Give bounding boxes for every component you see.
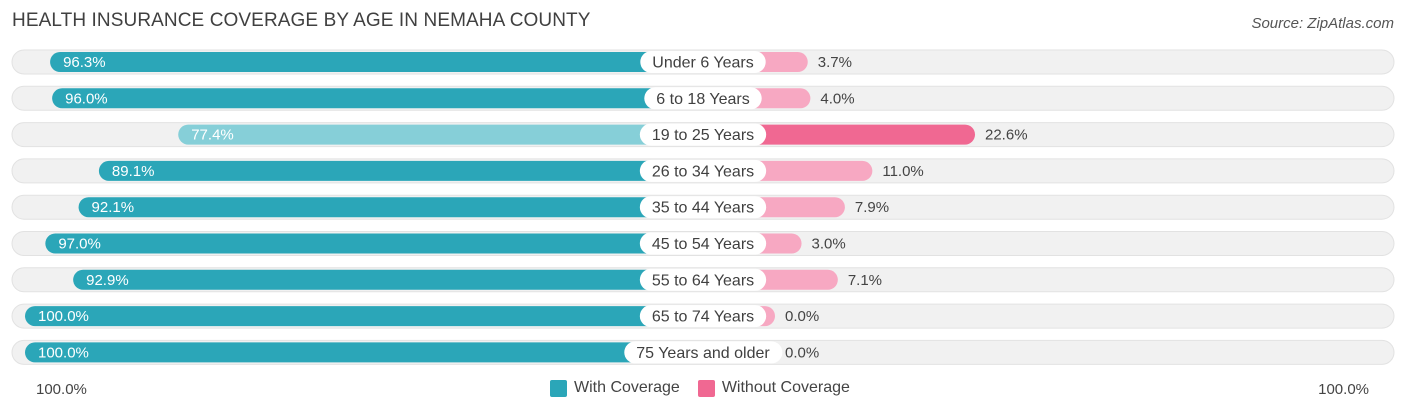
legend-item-without-coverage[interactable]: Without Coverage <box>697 379 850 397</box>
value-label-with-coverage: 96.0% <box>65 90 108 107</box>
category-label: 26 to 34 Years <box>652 163 754 180</box>
value-label-without-coverage: 0.0% <box>785 308 819 325</box>
category-pill <box>639 123 767 146</box>
category-pill <box>624 341 783 364</box>
bar-row: 89.1% 11.0% 26 to 34 Years <box>11 158 1395 184</box>
legend-swatch-with-coverage <box>550 379 567 397</box>
axis-right-label: 100.0% <box>1318 381 1369 398</box>
bar-row: 92.1% 7.9% 35 to 44 Years <box>11 194 1395 220</box>
category-pill <box>639 196 767 219</box>
value-label-with-coverage: 97.0% <box>58 236 101 253</box>
legend: With Coverage Without Coverage <box>550 379 860 397</box>
bar-row: 96.3% 3.7% Under 6 Years <box>11 49 1395 75</box>
bar-with-coverage[interactable] <box>78 197 703 218</box>
legend-label-without-coverage: Without Coverage <box>721 379 850 396</box>
value-label-without-coverage: 3.0% <box>812 236 846 253</box>
value-label-without-coverage: 7.1% <box>848 272 882 289</box>
value-label-with-coverage: 100.0% <box>38 308 89 325</box>
value-label-with-coverage: 92.1% <box>92 199 135 216</box>
bar-with-coverage[interactable] <box>25 306 703 327</box>
legend-item-with-coverage[interactable]: With Coverage <box>550 379 680 397</box>
category-pill <box>639 268 767 291</box>
bar-row: 77.4% 22.6% 19 to 25 Years <box>11 122 1395 148</box>
axis-left-label: 100.0% <box>36 381 87 398</box>
bar-with-coverage[interactable] <box>98 160 704 181</box>
value-label-without-coverage: 22.6% <box>985 127 1028 144</box>
category-pill <box>644 87 762 110</box>
bar-with-coverage[interactable] <box>52 88 704 109</box>
category-label: 75 Years and older <box>636 345 770 362</box>
value-label-without-coverage: 3.7% <box>818 54 852 71</box>
category-label: 55 to 64 Years <box>652 272 754 289</box>
legend-swatch-without-coverage <box>697 379 715 397</box>
chart-title: HEALTH INSURANCE COVERAGE BY AGE IN NEMA… <box>12 10 591 31</box>
category-label: 35 to 44 Years <box>652 200 754 217</box>
chart-source: Source: ZipAtlas.com <box>1251 15 1394 32</box>
value-label-without-coverage: 11.0% <box>882 163 923 180</box>
bar-row: 92.9% 7.1% 55 to 64 Years <box>11 267 1395 293</box>
value-label-without-coverage: 0.0% <box>785 344 819 361</box>
bar-with-coverage[interactable] <box>25 342 703 363</box>
value-label-with-coverage: 77.4% <box>191 127 234 144</box>
bar-row: 100.0% 0.0% 75 Years and older <box>11 339 1395 365</box>
bar-with-coverage[interactable] <box>178 124 703 145</box>
category-pill <box>639 305 767 328</box>
value-label-with-coverage: 100.0% <box>38 344 89 361</box>
category-label: 65 to 74 Years <box>652 309 754 326</box>
category-label: 45 to 54 Years <box>652 236 754 253</box>
bar-row: 97.0% 3.0% 45 to 54 Years <box>11 231 1395 256</box>
bar-with-coverage[interactable] <box>45 233 703 254</box>
bar-row: 96.0% 4.0% 6 to 18 Years <box>11 85 1395 111</box>
bar-row: 100.0% 0.0% 65 to 74 Years <box>11 303 1395 329</box>
value-label-with-coverage: 96.3% <box>63 54 106 71</box>
value-label-without-coverage: 4.0% <box>820 90 854 107</box>
bar-with-coverage[interactable] <box>73 269 703 290</box>
coverage-chart: 96.3% 3.7% Under 6 Years 96.0% 4.0% 6 to 18 Y… <box>11 49 1395 365</box>
value-label-with-coverage: 92.9% <box>86 272 129 289</box>
legend-label-with-coverage: With Coverage <box>574 379 680 396</box>
category-label: 6 to 18 Years <box>656 91 749 108</box>
value-label-without-coverage: 7.9% <box>855 199 889 216</box>
bar-without-coverage[interactable] <box>697 124 976 145</box>
category-pill <box>639 159 767 182</box>
bar-with-coverage[interactable] <box>50 52 703 72</box>
category-label: Under 6 Years <box>652 55 753 72</box>
category-label: 19 to 25 Years <box>652 127 754 144</box>
category-pill <box>640 51 766 73</box>
category-pill <box>639 232 767 255</box>
value-label-with-coverage: 89.1% <box>112 163 155 180</box>
